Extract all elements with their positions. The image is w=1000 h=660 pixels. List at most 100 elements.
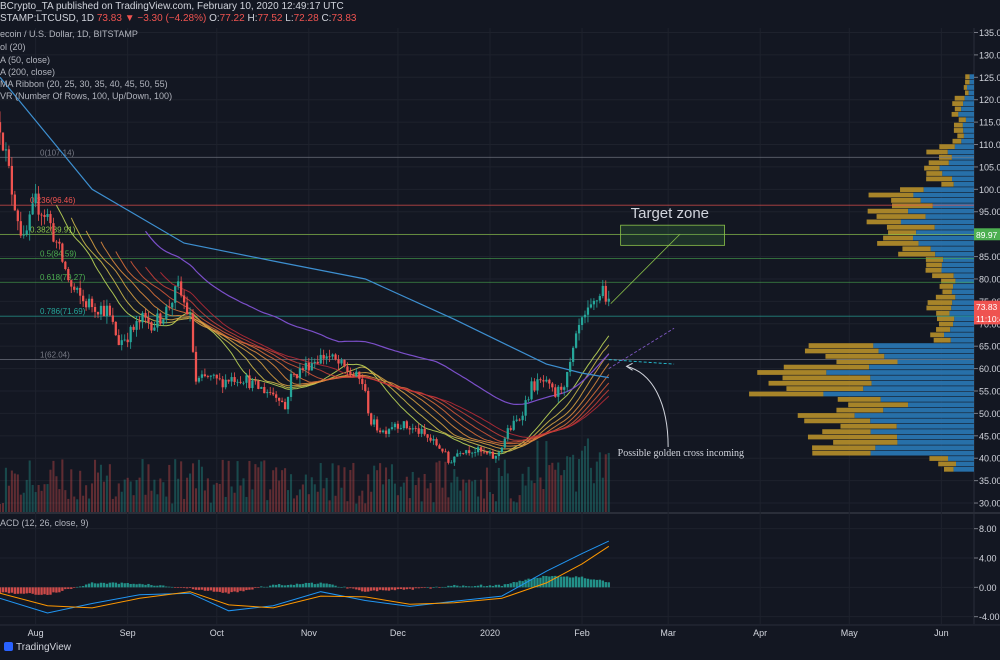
volume-bar [560, 475, 563, 512]
macd-histogram-bar [55, 587, 58, 593]
candle-body [485, 451, 489, 454]
volume-bar [233, 492, 236, 512]
macd-histogram-bar [310, 582, 313, 588]
candle-body [111, 315, 114, 322]
volume-bar [254, 464, 257, 512]
volume-bar [444, 461, 447, 512]
candle-body [375, 419, 379, 431]
vpvr-bar-up [951, 305, 974, 311]
vpvr-bar-down [807, 434, 898, 440]
macd-histogram-bar [396, 587, 400, 590]
candle-body [191, 313, 195, 352]
volume-bar [79, 470, 82, 512]
volume-bar [447, 497, 450, 512]
vpvr-bar-down [929, 456, 948, 461]
macd-histogram-bar [491, 585, 495, 588]
candle-body [536, 379, 539, 391]
macd-histogram-bar [435, 586, 438, 588]
volume-bar [313, 484, 316, 512]
macd-histogram-bar [384, 587, 388, 591]
candle-body [7, 149, 11, 166]
volume-bar [328, 500, 331, 512]
indicator-label-sma200[interactable]: A (200, close) [0, 67, 56, 77]
vpvr-bar-down [957, 133, 964, 139]
macd-histogram-bar [239, 587, 242, 591]
macd-histogram-bar [580, 576, 584, 588]
fib-level-label: 0.236(96.46) [30, 196, 76, 205]
vpvr-bar-up [944, 332, 974, 338]
candle-body [280, 400, 284, 402]
macd-histogram-bar [123, 583, 126, 588]
volume-bar [420, 501, 423, 512]
vpvr-bar-up [908, 402, 974, 408]
macd-histogram-bar [497, 584, 501, 588]
macd-histogram-bar [120, 582, 123, 588]
candle-body [126, 339, 129, 343]
vpvr-bar-down [898, 251, 936, 257]
macd-histogram-bar [286, 584, 290, 588]
indicator-label-ribbon[interactable]: MA Ribbon (20, 25, 30, 35, 40, 45, 50, 5… [0, 79, 168, 89]
volume-bar [76, 499, 79, 512]
indicator-label-vpvr[interactable]: VR (Number Of Rows, 100, Up/Down, 100) [0, 91, 173, 101]
macd-histogram-bar [236, 587, 239, 593]
volume-bar [242, 478, 245, 512]
macd-histogram-bar [331, 584, 334, 588]
vpvr-bar-down [928, 160, 949, 166]
candle-body [491, 451, 495, 459]
macd-histogram-bar [40, 587, 43, 595]
candle-body [46, 214, 49, 217]
price-tick-label: 50.00 [979, 409, 1000, 419]
candle-body [129, 326, 132, 343]
volume-bar [43, 484, 46, 512]
candle-body [289, 373, 293, 398]
candle-body [319, 354, 322, 364]
macd-histogram-bar [530, 579, 533, 588]
candle-body [197, 377, 201, 382]
candle-body [263, 387, 266, 394]
vpvr-bar-down [888, 230, 917, 236]
indicator-label-sma50[interactable]: A (50, close) [0, 55, 51, 65]
volume-bar [497, 467, 500, 512]
indicator-label-symbol[interactable]: ecoin / U.S. Dollar, 1D, BITSTAMP [0, 29, 138, 39]
vpvr-bar-down [886, 224, 935, 230]
volume-bar [557, 462, 560, 512]
volume-bar [500, 476, 503, 512]
tradingview-logo-icon [4, 642, 13, 651]
volume-bar [70, 469, 73, 512]
volume-bar [435, 462, 438, 512]
macd-histogram-bar [61, 587, 64, 591]
volume-bar [459, 490, 462, 512]
candle-body [37, 193, 40, 215]
volume-bar [99, 464, 103, 512]
vpvr-bar-up [826, 370, 974, 375]
macd-histogram-bar [260, 586, 263, 588]
candle-body [476, 447, 480, 453]
macd-histogram-bar [563, 576, 566, 588]
macd-histogram-bar [482, 586, 486, 588]
macd-histogram-bar [58, 587, 61, 593]
volume-bar [548, 465, 551, 512]
macd-histogram-bar [171, 586, 174, 588]
candle-body [438, 445, 441, 449]
candle-body [185, 302, 189, 315]
candle-body [367, 390, 370, 414]
volume-bar [340, 487, 343, 512]
tradingview-brand: TradingView [4, 642, 71, 653]
volume-bar [239, 485, 242, 512]
vpvr-bar-up [920, 198, 974, 203]
macd-histogram-bar [399, 587, 403, 590]
price-axis-badge-label: 11:10:4 [976, 314, 1000, 324]
volume-bar [13, 473, 16, 512]
candle-body [31, 203, 34, 215]
volume-bar [159, 478, 162, 512]
macd-histogram-bar [129, 583, 132, 588]
volume-bar [61, 459, 64, 512]
macd-histogram-bar [19, 587, 22, 594]
macd-histogram-bar [574, 576, 578, 588]
indicator-label-volume[interactable]: ol (20) [0, 42, 26, 52]
volume-bar [46, 484, 49, 512]
macd-histogram-bar [512, 582, 515, 588]
volume-bar [292, 498, 296, 512]
macd-histogram-bar [153, 585, 156, 588]
volume-bar [583, 446, 587, 512]
